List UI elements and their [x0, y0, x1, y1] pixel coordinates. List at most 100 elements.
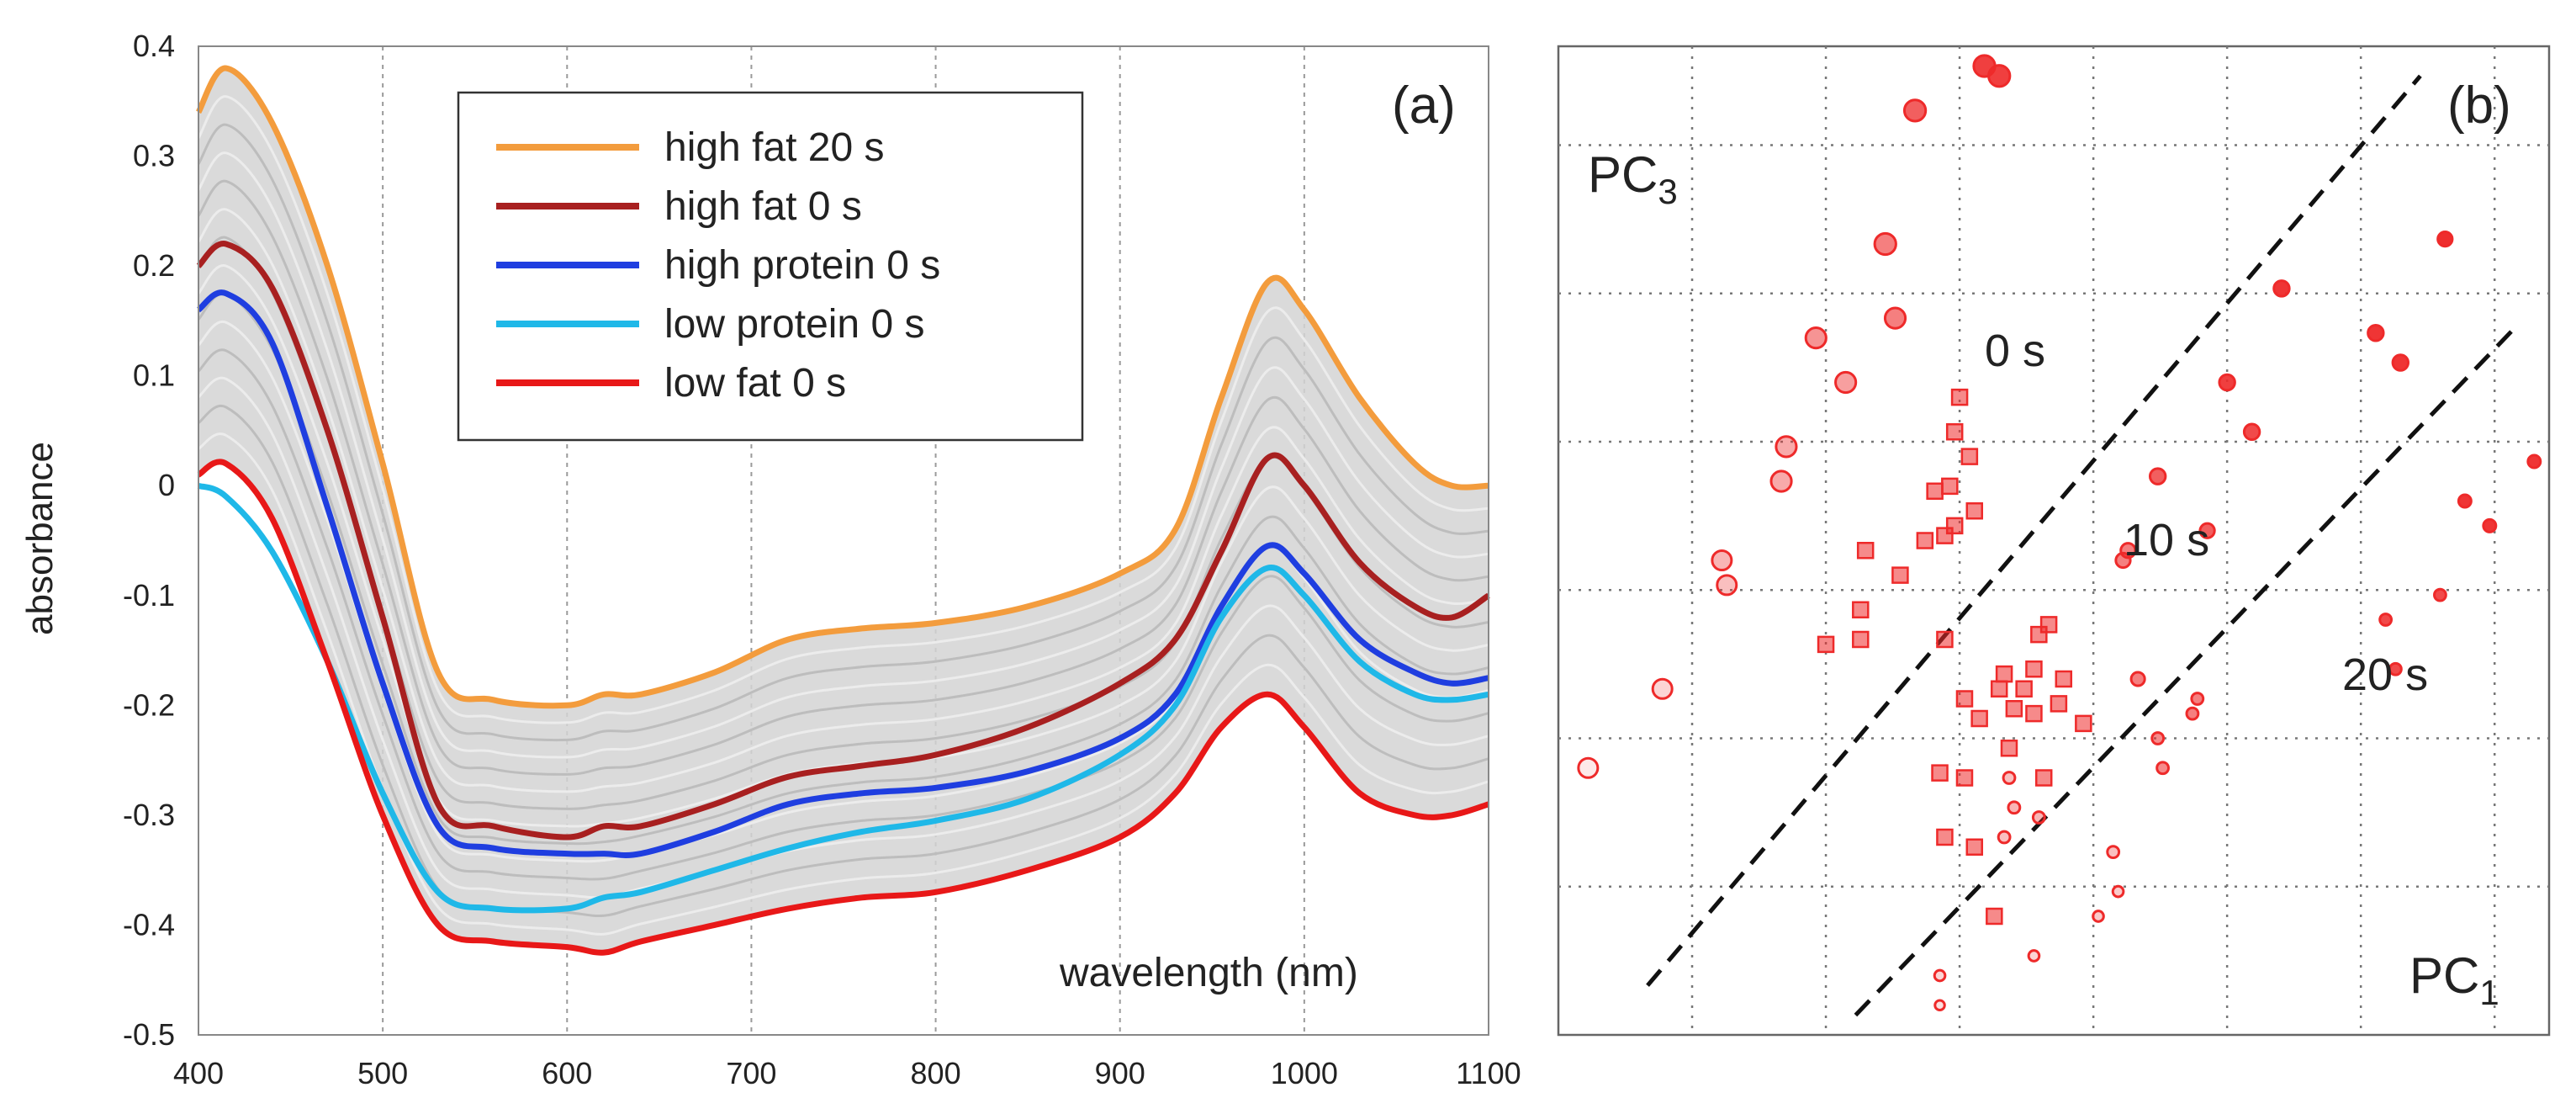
scatter-point — [2433, 587, 2447, 602]
legend-label: high fat 0 s — [664, 184, 862, 229]
scatter-point — [2436, 231, 2454, 248]
scatter-point — [1997, 830, 2012, 845]
grey-sample-line — [198, 404, 1489, 918]
scatter-point — [1936, 828, 1954, 846]
scatter-point — [2150, 731, 2166, 745]
plot-frame-b — [1557, 45, 2551, 1037]
grey-sample-line — [197, 208, 1489, 793]
scatter-points — [1577, 54, 2542, 1011]
pc1-subscript: 1 — [2479, 973, 2499, 1012]
x-tick-label: 1100 — [1456, 1056, 1521, 1090]
grey-sample-line — [197, 151, 1489, 759]
scatter-point — [1950, 388, 1969, 406]
grey-sample-line — [197, 179, 1489, 776]
legend-label: low fat 0 s — [664, 361, 846, 406]
y-tick-label: -0.5 — [123, 1017, 175, 1052]
scatter-point — [2039, 616, 2058, 634]
y-tick-label: 0.2 — [133, 248, 175, 283]
x-tick-label: 800 — [911, 1056, 961, 1090]
scatter-point — [2092, 910, 2105, 923]
pc1-axis-label: PC1 — [2409, 947, 2499, 1012]
scatter-point — [2378, 613, 2394, 627]
scatter-point — [2242, 422, 2261, 441]
scatter-point — [1986, 907, 2003, 926]
series-line — [197, 482, 1489, 914]
x-tick-label: 700 — [726, 1056, 776, 1090]
scatter-point — [2114, 551, 2132, 570]
zone-labels: 0 s 10 s 20 s — [1985, 326, 2428, 700]
scatter-point — [2005, 700, 2023, 718]
scatter-point — [1933, 968, 1947, 983]
scatter-point — [1955, 690, 1974, 708]
scatter-point — [2050, 695, 2068, 713]
series-line — [196, 289, 1489, 858]
plot-frame — [198, 45, 1489, 1036]
series-lines — [195, 65, 1490, 956]
scatter-point — [1933, 999, 1946, 1011]
dotted-gridlines — [1558, 46, 2549, 1035]
x-tick-label: 900 — [1095, 1056, 1145, 1090]
scatter-point — [1817, 635, 1835, 654]
y-tick-label: -0.4 — [123, 907, 175, 942]
y-tick-label: 0.1 — [133, 358, 175, 393]
scatter-point — [1852, 601, 1870, 618]
series-line — [197, 459, 1490, 956]
x-tick-label: 500 — [357, 1056, 408, 1090]
scatter-point — [2111, 884, 2125, 899]
scatter-point — [1965, 838, 1984, 856]
scatter-point — [1852, 630, 1870, 649]
scatter-point — [1955, 769, 1974, 787]
legend-label: high protein 0 s — [664, 243, 940, 288]
scatter-point — [1804, 326, 1828, 350]
grey-sample-band — [198, 68, 1489, 953]
panel-label-a: (a) — [1392, 77, 1456, 135]
series-line — [195, 65, 1489, 709]
grey-sample-line — [197, 292, 1489, 846]
scatter-point — [2034, 769, 2053, 787]
scatter-point — [1883, 306, 1907, 330]
scatter-point — [1834, 370, 1858, 395]
scatter-point — [1926, 482, 1944, 500]
x-tick-label: 1000 — [1271, 1056, 1338, 1090]
scatter-point — [2031, 810, 2046, 825]
y-axis-label: absorbance — [19, 442, 61, 635]
scatter-point — [1856, 542, 1875, 560]
scatter-point — [1965, 502, 1984, 520]
scatter-point — [2391, 353, 2410, 372]
scatter-point — [2015, 680, 2033, 698]
scatter-point — [1936, 630, 1954, 649]
scatter-point — [2106, 845, 2121, 860]
scatter-point — [1931, 764, 1949, 782]
grey-sample-line — [198, 432, 1489, 936]
scatter-point — [1945, 423, 1964, 441]
spectra-chart: -0.5 -0.4 -0.3 -0.2 -0.1 0 0.1 0.2 0.3 0.4 400 500… — [19, 29, 1521, 1090]
scatter-point — [1769, 469, 1793, 493]
scatter-point — [2025, 660, 2043, 678]
zone-label: 20 s — [2342, 650, 2428, 700]
x-tick-label: 400 — [173, 1056, 224, 1090]
x-tick-label: 600 — [542, 1056, 592, 1090]
series-line — [196, 241, 1490, 841]
y-tick-label: -0.3 — [123, 798, 175, 832]
panel-label-b: (b) — [2447, 77, 2511, 135]
zone-label: 10 s — [2124, 515, 2209, 565]
scatter-point — [2025, 704, 2043, 723]
legend-label: high fat 20 s — [664, 125, 885, 170]
scatter-point — [1941, 477, 1959, 496]
scatter-point — [2482, 517, 2498, 533]
pc3-axis-label: PC3 — [1588, 146, 1678, 211]
scatter-point — [2155, 761, 2170, 776]
y-tick-label: -0.1 — [123, 578, 175, 613]
scatter-point — [1990, 680, 2008, 698]
scatter-point — [2526, 454, 2542, 469]
scatter-point — [2002, 771, 2017, 785]
divider-line — [1646, 74, 2422, 987]
y-tick-label: 0.4 — [133, 29, 175, 63]
y-tick-label: 0 — [158, 468, 175, 502]
y-tick-labels: -0.5 -0.4 -0.3 -0.2 -0.1 0 0.1 0.2 0.3 0.4 — [123, 29, 175, 1052]
scatter-point — [2027, 949, 2041, 963]
scatter-point — [2272, 279, 2291, 298]
y-tick-label: 0.3 — [133, 139, 175, 173]
grey-sample-line — [197, 95, 1489, 724]
